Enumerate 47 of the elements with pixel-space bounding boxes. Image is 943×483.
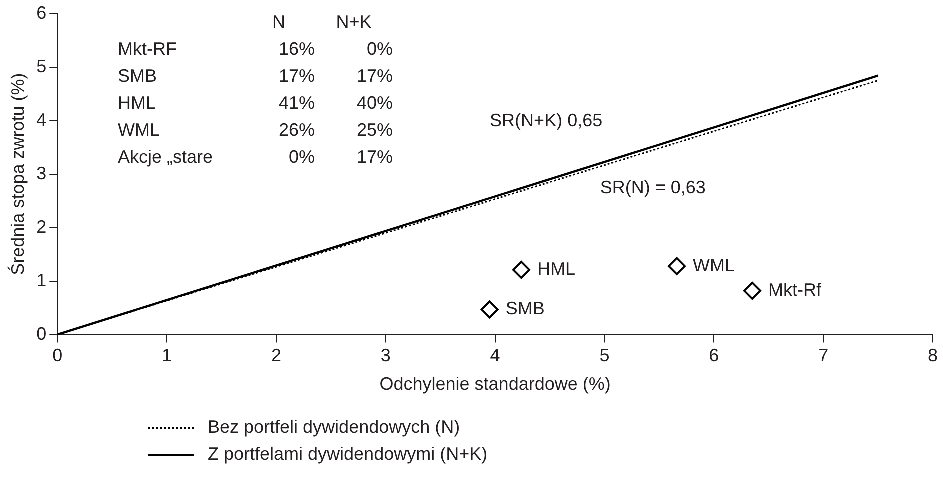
x-tick-label: 1 [162,346,172,366]
annotation: Akcje „stare [118,146,214,169]
series-label: HML [538,259,576,280]
annotation: N+K [335,11,373,34]
x-tick-label: 0 [52,346,63,366]
legend-label: Bez portfeli dywidendowych (N) [208,416,460,439]
annotation: 16% [278,38,315,61]
y-tick-label: 2 [36,216,47,237]
annotation: SMB [118,65,158,88]
series-label: SMB [506,298,545,319]
annotation: SR(N+K) 0,65 [490,110,603,130]
annotation: 0% [366,38,393,61]
point [480,300,499,319]
y-tick-label: 5 [36,56,47,76]
y-tick-label: 4 [36,110,47,130]
annotation: WML [118,119,161,142]
point [743,282,762,300]
x-tick-label: 3 [380,346,391,366]
annotation: 26% [278,119,315,142]
y-tick-label: 1 [36,270,47,290]
annotation: 17% [356,146,393,169]
annotation: 41% [278,92,315,115]
point [668,257,686,276]
y-tick-label: 0 [36,324,47,344]
x-tick-label: 8 [928,346,938,366]
x-tick-label: 6 [709,346,720,366]
x-tick-label: 7 [818,346,829,366]
x-axis-title: Odchylenie standardowe (%) [380,374,611,394]
point [512,261,531,280]
y-axis-title: Średnia stopa zwrotu (%) [6,73,28,276]
x-tick-label: 2 [271,346,282,366]
x-tick-label: 5 [600,346,610,366]
annotation: 0% [288,146,315,169]
annotation: HML [118,92,158,115]
legend-label: Z portfelami dywidendowymi (N+K) [208,443,488,466]
x-tick-label: 4 [490,346,500,366]
annotation: 17% [356,65,393,88]
annotation: SR(N) = 0,63 [600,178,706,198]
annotation: Mkt-RF [118,38,178,61]
y-tick-label: 3 [36,163,47,184]
series-label: Mkt-Rf [768,280,822,300]
annotation: N [272,11,286,34]
annotation: 17% [278,65,315,88]
annotation: 40% [356,92,393,115]
annotation: 25% [356,119,393,142]
y-tick-label: 6 [36,2,47,23]
series-label: WML [692,255,735,276]
